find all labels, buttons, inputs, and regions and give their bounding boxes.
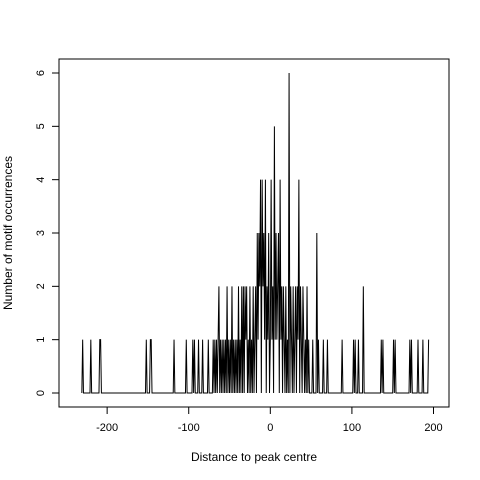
y-tick-label: 6 bbox=[35, 70, 47, 76]
plot-area bbox=[81, 72, 430, 394]
y-tick-label: 0 bbox=[35, 390, 47, 396]
y-axis-label: Number of motif occurrences bbox=[1, 156, 15, 310]
y-tick-label: 5 bbox=[35, 123, 47, 129]
x-axis-label: Distance to peak centre bbox=[191, 450, 317, 464]
x-tick-label: -200 bbox=[96, 422, 118, 434]
x-tick-label: 100 bbox=[343, 422, 361, 434]
x-tick-label: 0 bbox=[267, 422, 273, 434]
series-line bbox=[81, 72, 430, 394]
y-tick-label: 3 bbox=[35, 230, 47, 236]
y-tick-label: 1 bbox=[35, 337, 47, 343]
y-axis: 0 1 2 3 4 5 6 bbox=[35, 70, 59, 396]
y-tick-label: 4 bbox=[35, 177, 47, 183]
x-tick-label: 200 bbox=[424, 422, 442, 434]
x-axis: -200 -100 0 100 200 bbox=[96, 407, 443, 434]
y-tick-label: 2 bbox=[35, 283, 47, 289]
x-tick-label: -100 bbox=[178, 422, 200, 434]
